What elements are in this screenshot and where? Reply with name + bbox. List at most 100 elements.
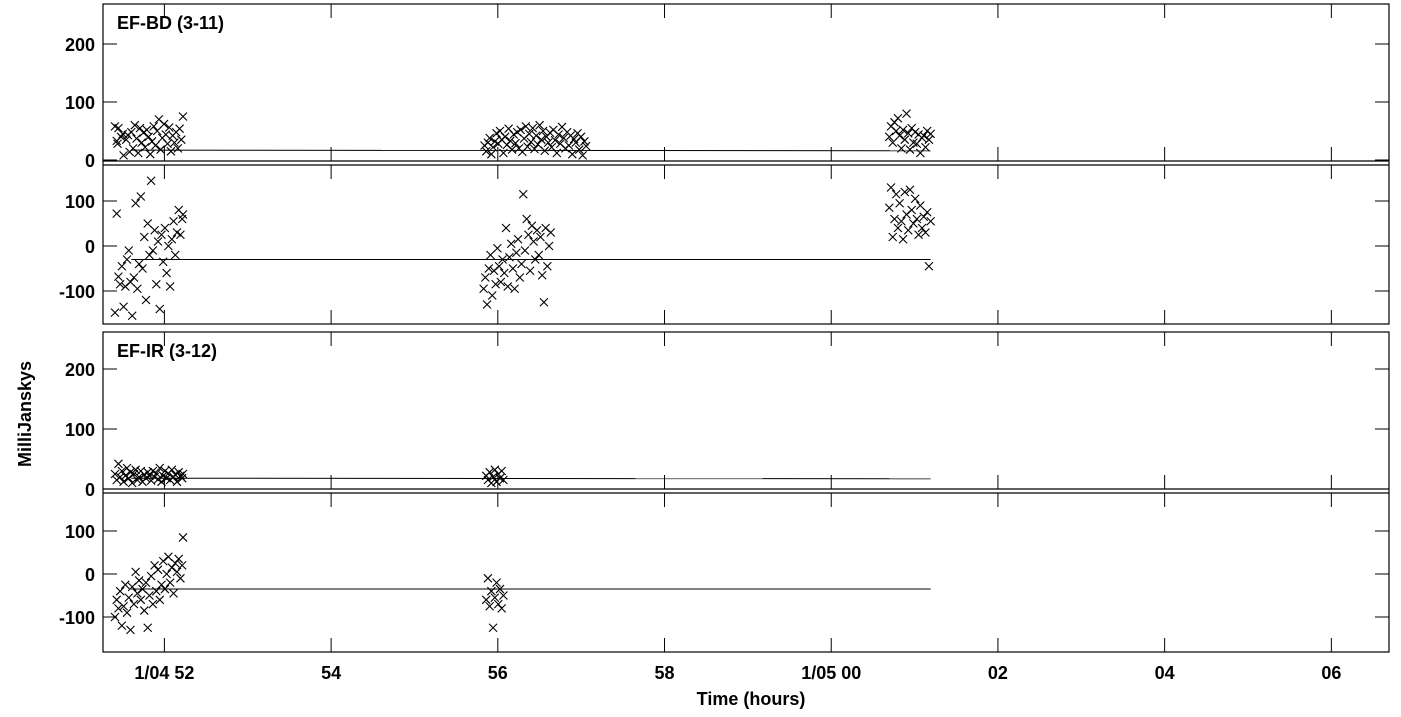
data-point xyxy=(510,284,520,294)
data-point xyxy=(482,300,492,309)
data-point xyxy=(886,183,896,192)
data-point xyxy=(122,608,132,618)
data-point xyxy=(521,121,531,131)
data-point xyxy=(163,241,173,251)
amplitude-subplot: 0 100 200 xyxy=(65,360,1389,500)
x-tick-label: 04 xyxy=(1155,663,1175,683)
data-point xyxy=(499,268,509,278)
data-point xyxy=(149,121,159,131)
data-point xyxy=(487,291,497,300)
data-point xyxy=(110,469,120,479)
data-point xyxy=(895,131,905,141)
data-point xyxy=(115,279,125,289)
data-point xyxy=(143,219,153,228)
data-point xyxy=(157,477,166,487)
data-point xyxy=(139,232,149,242)
data-point xyxy=(919,212,929,222)
data-point xyxy=(924,261,934,271)
data-point xyxy=(903,225,913,235)
data-point xyxy=(117,621,127,630)
data-point xyxy=(507,145,517,154)
data-point xyxy=(503,282,513,291)
data-point xyxy=(148,599,158,609)
data-point xyxy=(132,284,142,294)
data-point xyxy=(499,475,508,485)
data-point xyxy=(898,234,908,244)
data-point xyxy=(145,250,154,260)
data-point xyxy=(157,230,166,240)
data-point xyxy=(134,576,144,585)
data-point xyxy=(136,595,146,605)
data-point xyxy=(921,142,930,152)
data-point xyxy=(884,203,894,213)
data-point xyxy=(119,302,128,312)
data-point xyxy=(498,255,507,264)
x-tick-label: 06 xyxy=(1321,663,1341,683)
data-point xyxy=(167,234,177,244)
phase-subplot: -100 0 100 xyxy=(59,522,1389,635)
y-tick-label: 0 xyxy=(85,237,95,257)
data-point xyxy=(155,595,165,605)
data-point xyxy=(158,257,168,267)
data-point xyxy=(145,471,154,481)
data-point xyxy=(506,239,516,249)
data-point xyxy=(900,187,910,197)
data-point xyxy=(117,261,127,271)
data-point xyxy=(543,138,553,147)
data-point xyxy=(155,463,165,473)
data-point xyxy=(114,123,123,133)
data-point xyxy=(525,266,535,276)
data-point xyxy=(151,279,161,289)
data-point xyxy=(150,561,159,570)
data-point xyxy=(490,593,500,603)
data-point xyxy=(485,467,495,477)
data-point xyxy=(152,126,162,136)
data-point xyxy=(902,109,911,118)
data-point xyxy=(529,237,538,246)
data-point xyxy=(578,150,588,160)
data-point xyxy=(146,571,156,581)
data-point xyxy=(494,261,504,271)
data-point xyxy=(155,304,165,314)
data-point xyxy=(145,591,154,600)
data-point xyxy=(141,578,151,587)
data-point xyxy=(178,469,188,479)
data-point xyxy=(554,130,563,139)
data-point xyxy=(486,250,495,260)
data-point xyxy=(898,125,908,135)
data-point xyxy=(526,137,536,147)
data-point xyxy=(110,612,120,622)
data-point xyxy=(119,601,128,611)
data-point xyxy=(544,241,554,251)
data-point xyxy=(138,584,147,594)
data-point xyxy=(921,228,930,237)
data-point xyxy=(150,225,159,235)
x-tick-label: 56 xyxy=(488,663,508,683)
data-point xyxy=(178,210,188,219)
data-point xyxy=(907,205,917,215)
data-point xyxy=(524,129,534,139)
data-point xyxy=(130,120,140,130)
data-point xyxy=(926,216,936,226)
data-point xyxy=(505,136,515,146)
data-point xyxy=(518,189,528,199)
x-tick-label: 58 xyxy=(655,663,675,683)
data-point xyxy=(539,297,549,307)
data-point xyxy=(486,586,496,596)
data-point xyxy=(491,279,501,289)
data-point xyxy=(144,132,153,142)
data-point xyxy=(124,473,134,483)
data-point xyxy=(151,586,161,596)
data-point xyxy=(169,216,178,226)
data-point xyxy=(481,595,491,605)
data-point xyxy=(161,130,171,139)
y-tick-label: 100 xyxy=(65,93,95,113)
data-point xyxy=(119,477,128,487)
data-point xyxy=(119,150,128,160)
data-point xyxy=(884,132,894,142)
data-point xyxy=(163,552,173,562)
data-point xyxy=(160,223,170,233)
data-point xyxy=(567,149,577,159)
data-point xyxy=(139,606,149,615)
data-point xyxy=(500,132,510,142)
